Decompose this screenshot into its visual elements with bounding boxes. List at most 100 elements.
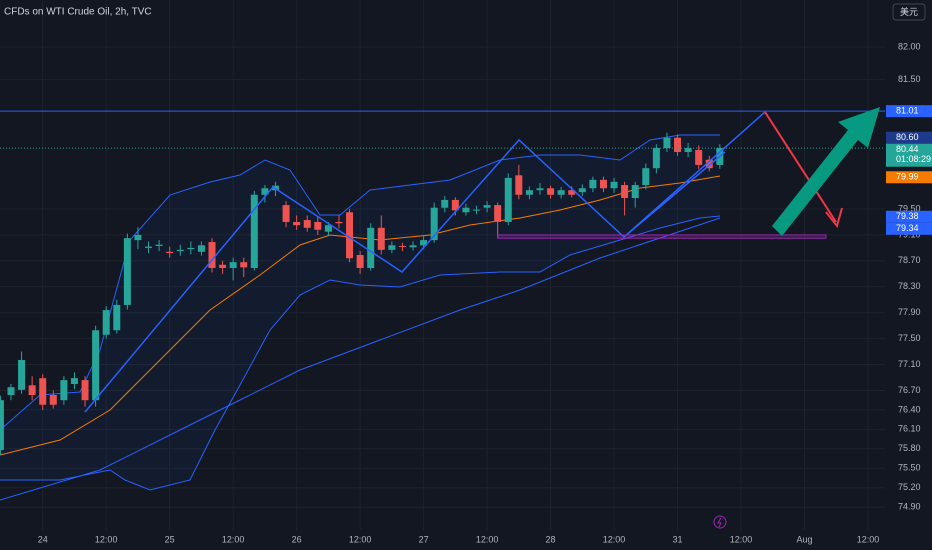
y-tick-label: 76.40 — [898, 404, 921, 414]
candle-body — [642, 168, 650, 186]
price-label-bg — [886, 222, 932, 235]
candle-body — [113, 304, 121, 331]
candle-body — [155, 244, 163, 246]
candle-body — [652, 148, 660, 169]
y-tick-label: 77.10 — [898, 359, 921, 369]
event-icon[interactable] — [713, 515, 727, 529]
currency-button[interactable] — [892, 3, 926, 21]
x-tick-label: 12:00 — [603, 534, 626, 544]
candle-body — [229, 262, 237, 268]
candle-body — [589, 179, 597, 189]
price-label: 81.01 — [896, 106, 919, 116]
candle-body — [462, 207, 470, 213]
price-label-bg — [886, 210, 932, 223]
candle-body — [356, 255, 364, 268]
candle-body — [187, 247, 195, 250]
y-tick-label: 75.20 — [898, 482, 921, 492]
candle-body — [70, 378, 78, 384]
x-tick-label: 24 — [38, 534, 48, 544]
candle-body — [695, 150, 703, 165]
currency-label: 美元 — [900, 6, 918, 17]
bb-lower — [0, 215, 721, 491]
candle-body — [197, 245, 205, 252]
price-label-bg — [886, 143, 932, 167]
candle-body — [208, 242, 216, 268]
y-tick-label: 76.10 — [898, 424, 921, 434]
candle-body — [705, 159, 713, 169]
red-arrow-head — [825, 207, 843, 229]
y-tick-label: 81.50 — [898, 74, 921, 84]
ma-line — [0, 217, 721, 501]
y-tick-label: 82.00 — [898, 41, 921, 51]
candle-body — [536, 188, 544, 191]
candle-body — [578, 188, 586, 193]
x-tick-label: 25 — [165, 534, 175, 544]
candle-body — [346, 212, 354, 259]
price-label: 80.44 — [896, 144, 919, 154]
candle-body — [0, 400, 4, 451]
candle-body — [282, 205, 290, 222]
candle-body — [568, 190, 576, 195]
y-tick-label: 75.80 — [898, 443, 921, 453]
x-tick-label: 28 — [546, 534, 556, 544]
zone — [497, 234, 827, 239]
candle-body — [483, 205, 491, 208]
candle-body — [621, 185, 629, 198]
candle-body — [504, 177, 512, 222]
y-tick-label: 77.50 — [898, 333, 921, 343]
x-tick-label: 12:00 — [95, 534, 118, 544]
candle-body — [123, 238, 131, 305]
candle-body — [39, 378, 47, 405]
price-axis — [885, 0, 932, 550]
candle-body — [494, 205, 502, 222]
x-tick-label: 26 — [292, 534, 302, 544]
candle-body — [18, 360, 26, 390]
candle-body — [324, 225, 332, 232]
candle-body — [335, 221, 343, 224]
x-tick-label: 12:00 — [222, 534, 245, 544]
candle-body — [430, 207, 438, 241]
price-label: 80.60 — [896, 132, 919, 142]
y-tick-label: 79.50 — [898, 203, 921, 213]
candle-body — [547, 188, 555, 195]
y-tick-label: 75.50 — [898, 463, 921, 473]
candle-body — [250, 194, 258, 268]
candle-body — [557, 190, 565, 195]
candle-body — [451, 199, 459, 211]
y-tick-label: 76.70 — [898, 385, 921, 395]
price-label-bg — [886, 171, 932, 184]
green-arrow — [772, 107, 880, 236]
time-axis — [0, 530, 932, 550]
candle-body — [663, 137, 671, 149]
candle-body — [420, 240, 428, 246]
chart-title: CFDs on WTI Crude Oil, 2h, TVC — [4, 7, 152, 18]
candle-body — [166, 251, 174, 254]
y-tick-label: 74.90 — [898, 502, 921, 512]
x-tick-label: 31 — [673, 534, 683, 544]
x-tick-label: Aug — [796, 534, 812, 544]
candle-body — [303, 220, 311, 228]
countdown: 01:08:29 — [896, 154, 931, 164]
candle-body — [631, 185, 639, 198]
price-label: 79.38 — [896, 211, 919, 221]
candle-body — [145, 246, 153, 248]
candle-body — [377, 227, 385, 250]
price-label-bg — [886, 131, 932, 144]
candle-body — [28, 385, 36, 396]
candle-body — [60, 380, 68, 401]
candle-body — [599, 179, 607, 189]
candle-body — [92, 330, 100, 401]
candle-body — [219, 264, 227, 268]
bb-upper — [0, 134, 720, 431]
x-tick-label: 12:00 — [476, 534, 499, 544]
x-tick-label: 12:00 — [730, 534, 753, 544]
price-label: 79.99 — [896, 172, 919, 182]
y-tick-label: 78.70 — [898, 255, 921, 265]
candle-body — [240, 262, 248, 268]
candle-body — [293, 221, 301, 226]
red-arrow — [764, 111, 837, 223]
candle-body — [7, 387, 15, 396]
x-tick-label: 12:00 — [349, 534, 372, 544]
